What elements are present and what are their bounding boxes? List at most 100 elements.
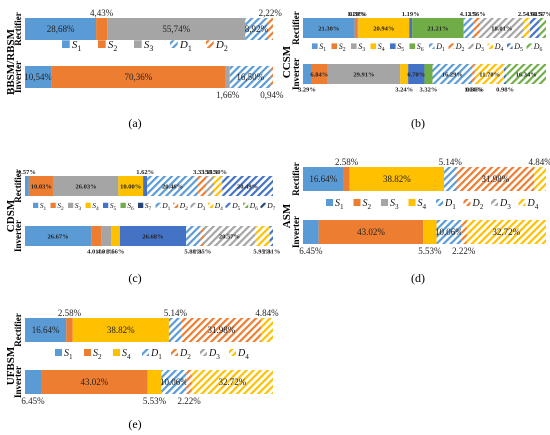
row-label-inverter: Inverter <box>291 58 301 90</box>
data-label: 2.22% <box>177 396 201 406</box>
bar-segment-rectifier-D2 <box>197 176 207 196</box>
data-label: 4.84% <box>528 157 550 167</box>
bar-segment-inverter-S1 <box>25 66 52 88</box>
data-label: 43.02% <box>357 227 385 237</box>
legend-swatch-S3 <box>68 202 74 208</box>
legend-label-S4: S4 <box>418 198 427 211</box>
legend-label-D7: D7 <box>266 201 275 212</box>
data-label: 21.21% <box>427 25 448 32</box>
data-label: 4.08% <box>526 11 544 18</box>
bar-segment-inverter-S4 <box>147 370 162 394</box>
data-label: 10.06% <box>160 377 188 387</box>
data-label: 5.14% <box>164 308 188 318</box>
panel-ylabel: CDSM <box>5 199 17 232</box>
data-label: 3.24% <box>395 87 413 94</box>
data-label: 18.01% <box>491 25 512 32</box>
data-label: 28,68% <box>47 24 75 34</box>
legend-label-D2: D2 <box>215 39 228 53</box>
legend-swatch-D1 <box>142 349 149 356</box>
legend-swatch-D4 <box>208 202 214 208</box>
bar-segment-inverter-D4 <box>475 64 504 84</box>
row-label-rectifier: Rectifier <box>13 12 23 45</box>
bar-segment-rectifier-S5 <box>409 18 413 38</box>
bar-segment-rectifier-S6 <box>412 18 464 38</box>
legend-label-S4: S4 <box>122 348 131 361</box>
bar-segment-inverter-D1 <box>186 226 201 246</box>
legend-swatch-D3 <box>200 349 207 356</box>
data-label: 3.56% <box>107 249 125 256</box>
bar-segment-rectifier-S1 <box>25 176 29 196</box>
bar-segment-rectifier-D1 <box>463 18 474 38</box>
bar-segment-inverter-D4 <box>191 370 273 394</box>
bar-segment-rectifier-S4 <box>349 167 445 191</box>
panel-caption: (c) <box>128 271 141 285</box>
data-label: 55,74% <box>162 24 190 34</box>
bar-segment-inverter-D1 <box>432 64 473 84</box>
legend-label-S7: S7 <box>145 201 152 212</box>
bar-segment-inverter-S1 <box>25 226 92 246</box>
data-label: 0.36% <box>466 87 484 94</box>
legend-swatch-S4 <box>113 349 120 356</box>
legend-label-D2: D2 <box>472 198 484 211</box>
data-label: 1,66% <box>216 90 240 100</box>
bar-segment-inverter-S2 <box>318 220 424 244</box>
legend-swatch-S6 <box>409 43 416 49</box>
data-label: 10.00% <box>120 183 141 190</box>
data-label: 20.46% <box>162 183 183 190</box>
legend-label-D1: D1 <box>444 198 456 211</box>
bar-segment-rectifier-S4 <box>118 176 144 196</box>
bar-segment-rectifier-S2 <box>66 318 73 342</box>
legend-swatch-S1 <box>55 349 62 356</box>
legend-swatch-S2 <box>84 349 91 356</box>
legend-label-D2: D2 <box>179 348 191 361</box>
data-label: 4.01% <box>97 249 115 256</box>
panel-ylabel: CCSM <box>281 45 293 78</box>
data-label: 31.98% <box>482 174 510 184</box>
row-label-inverter: Inverter <box>13 61 23 93</box>
legend-label-S5: S5 <box>397 42 404 53</box>
data-label: 5.14% <box>439 157 463 167</box>
legend-label-S2: S2 <box>93 348 102 361</box>
legend-swatch-D6 <box>243 202 249 208</box>
bar-segment-rectifier-S2 <box>354 18 358 38</box>
legend-swatch-D5 <box>225 202 231 208</box>
bar-segment-rectifier-D3 <box>479 18 524 38</box>
data-label: 1.62% <box>136 169 154 176</box>
legend-label-S1: S1 <box>72 39 82 53</box>
data-label: 2.56% <box>468 11 486 18</box>
bar-segment-inverter-S2 <box>91 226 102 246</box>
legend-label-S1: S1 <box>64 348 73 361</box>
bar-segment-rectifier-D1 <box>147 176 198 196</box>
bar-segment-inverter-D3 <box>203 226 255 246</box>
legend-swatch-S1 <box>33 202 39 208</box>
row-label-rectifier: Rectifier <box>13 169 23 202</box>
panel-caption: (d) <box>411 271 425 285</box>
data-label: 26.03% <box>75 183 96 190</box>
legend-swatch-S4 <box>408 199 416 206</box>
data-label: 26.68% <box>142 233 163 240</box>
data-label: 4,43% <box>90 8 114 18</box>
bar-segment-inverter-S1 <box>303 64 311 84</box>
bar-segment-inverter-D2 <box>461 220 467 244</box>
bar-segment-rectifier-D2 <box>267 18 273 40</box>
row-label-rectifier: Rectifier <box>291 162 301 195</box>
data-label: 10.03% <box>31 183 52 190</box>
legend-label-S6: S6 <box>417 42 424 53</box>
data-label: 5.95% <box>253 249 271 256</box>
legend-swatch-D5 <box>507 43 513 49</box>
bar-segment-rectifier-D2 <box>456 167 535 191</box>
legend-swatch-S3 <box>351 43 357 49</box>
bar-segment-inverter-D1 <box>436 220 462 244</box>
legend-swatch-D2 <box>173 202 179 208</box>
legend-swatch-S2 <box>331 43 338 49</box>
data-label: 4.84% <box>255 308 279 318</box>
bar-segment-rectifier-D4 <box>260 318 273 342</box>
legend-swatch-D6 <box>526 43 533 49</box>
data-label: 4.01% <box>87 249 105 256</box>
bar-segment-inverter-S5 <box>119 226 187 246</box>
legend-label-D1: D1 <box>150 348 162 361</box>
bar-segment-inverter-S3 <box>101 226 112 246</box>
data-label: 16.29% <box>442 71 463 78</box>
legend-label-S2: S2 <box>363 198 372 211</box>
